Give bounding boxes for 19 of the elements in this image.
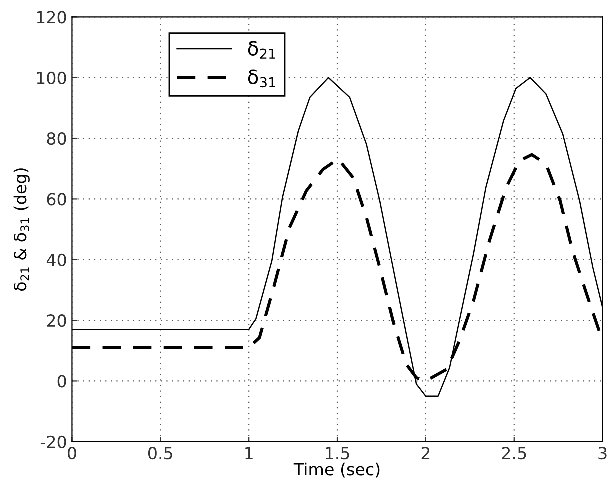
x-axis-title: Time (sec): [294, 462, 380, 478]
y-tick-label: 120: [37, 11, 66, 24]
x-tick-label: 1: [246, 447, 253, 460]
x-tick-label: 2: [422, 447, 430, 460]
y-tick-label: 60: [47, 193, 66, 206]
y-tick-label: -20: [40, 436, 66, 448]
y-tick-label: 0: [58, 375, 66, 388]
y-tick-label: 80: [47, 132, 66, 146]
x-tick-label: 1.5: [326, 447, 350, 460]
x-tick-label: 3: [598, 447, 607, 460]
x-tick-label: 2.5: [502, 447, 526, 460]
y-tick-label: 40: [46, 254, 66, 266]
y-tick-label: 100: [37, 72, 66, 84]
legend-label: δ$_{31}$: [248, 70, 276, 88]
legend-label: δ$_{21}$: [248, 41, 276, 59]
x-tick-label: 0.5: [148, 447, 172, 460]
y-axis-title: δ$_{21}$ & δ$_{31}$ (deg): [14, 168, 30, 291]
y-tick-label: 20: [47, 314, 66, 328]
x-tick-label: 0: [68, 447, 76, 460]
